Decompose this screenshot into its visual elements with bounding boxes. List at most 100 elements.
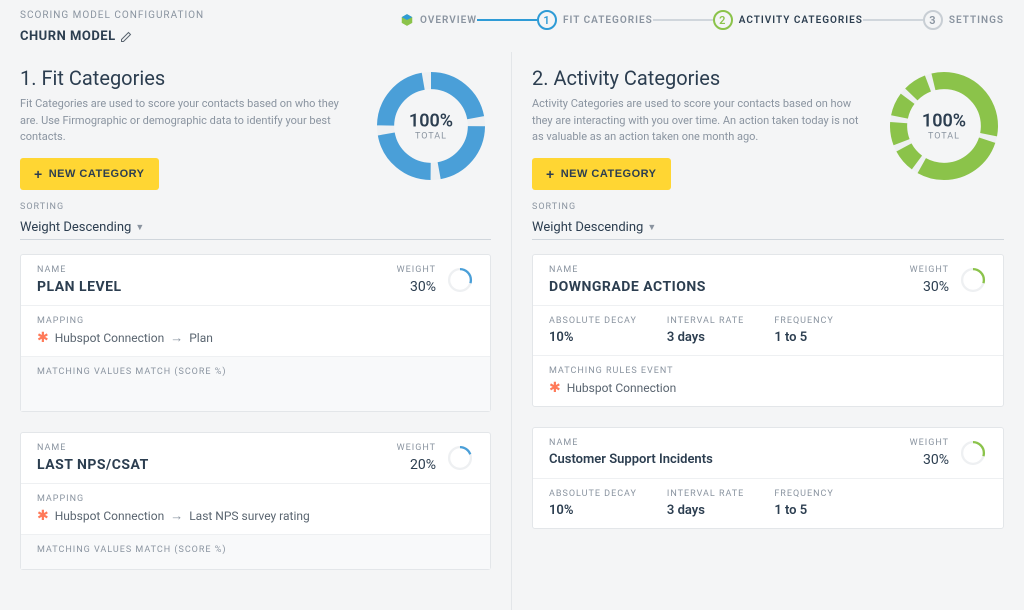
- edit-icon: [120, 31, 132, 43]
- frequency-label: FREQUENCY: [774, 316, 833, 326]
- plus-icon: +: [546, 166, 555, 182]
- mapping-target: Plan: [189, 331, 213, 345]
- decay-label: ABSOLUTE DECAY: [549, 316, 637, 326]
- decay-label: ABSOLUTE DECAY: [549, 489, 637, 499]
- name-label: NAME: [37, 265, 122, 275]
- interval-label: INTERVAL RATE: [667, 316, 744, 326]
- category-name: DOWNGRADE ACTIONS: [549, 279, 706, 295]
- step-connector: [863, 19, 923, 21]
- category-name: Customer Support Incidents: [549, 452, 713, 467]
- fit-donut-chart: 100% TOTAL: [371, 66, 491, 186]
- decay-value: 10%: [549, 503, 637, 518]
- step-label: FIT CATEGORIES: [563, 15, 653, 26]
- new-activity-category-button[interactable]: + NEW CATEGORY: [532, 158, 671, 190]
- interval-value: 3 days: [667, 503, 744, 518]
- step-fit[interactable]: 1 FIT CATEGORIES: [537, 10, 653, 30]
- weight-label: WEIGHT: [910, 265, 949, 275]
- mapping-target: Last NPS survey rating: [189, 509, 310, 523]
- frequency-value: 1 to 5: [774, 503, 833, 518]
- frequency-label: FREQUENCY: [774, 489, 833, 499]
- fit-description: Fit Categories are used to score your co…: [20, 96, 355, 146]
- button-label: NEW CATEGORY: [49, 168, 145, 180]
- weight-label: WEIGHT: [397, 443, 436, 453]
- hubspot-icon: ✱: [37, 508, 49, 524]
- step-number: 1: [537, 10, 557, 30]
- decay-metric: ABSOLUTE DECAY 10%: [549, 489, 637, 518]
- weight-gauge-icon: [446, 444, 474, 472]
- model-title[interactable]: CHURN MODEL: [20, 29, 132, 44]
- activity-sort-select[interactable]: Weight Descending ▼: [532, 220, 1004, 240]
- weight-label: WEIGHT: [910, 438, 949, 448]
- fit-title: 1. Fit Categories: [20, 66, 355, 90]
- activity-category-card: NAME Customer Support Incidents WEIGHT 3…: [532, 427, 1004, 529]
- step-connector: [477, 19, 537, 21]
- model-title-text: CHURN MODEL: [20, 29, 116, 44]
- weight-label: WEIGHT: [397, 265, 436, 275]
- donut-sublabel: TOTAL: [409, 132, 453, 142]
- arrow-right-icon: →: [170, 330, 183, 346]
- mapping-row: ✱ Hubspot Connection → Plan: [37, 330, 474, 346]
- fit-category-card: NAME PLAN LEVEL WEIGHT 30%: [20, 254, 491, 412]
- category-name: PLAN LEVEL: [37, 279, 122, 295]
- chevron-down-icon: ▼: [647, 222, 656, 233]
- interval-metric: INTERVAL RATE 3 days: [667, 316, 744, 345]
- interval-label: INTERVAL RATE: [667, 489, 744, 499]
- cube-icon: [400, 13, 414, 27]
- category-name: LAST NPS/CSAT: [37, 457, 149, 473]
- step-number: 2: [713, 10, 733, 30]
- matching-label: MATCHING VALUES MATCH (SCORE %): [37, 545, 474, 555]
- frequency-metric: FREQUENCY 1 to 5: [774, 316, 833, 345]
- interval-value: 3 days: [667, 330, 744, 345]
- frequency-value: 1 to 5: [774, 330, 833, 345]
- step-settings[interactable]: 3 SETTINGS: [923, 10, 1004, 30]
- progress-steps: OVERVIEW 1 FIT CATEGORIES 2 ACTIVITY CAT…: [400, 10, 1004, 30]
- sort-value: Weight Descending: [532, 220, 643, 235]
- new-fit-category-button[interactable]: + NEW CATEGORY: [20, 158, 159, 190]
- fit-category-card: NAME LAST NPS/CSAT WEIGHT 20%: [20, 432, 491, 570]
- step-number: 3: [923, 10, 943, 30]
- step-activity[interactable]: 2 ACTIVITY CATEGORIES: [713, 10, 863, 30]
- donut-percent: 100%: [922, 111, 966, 132]
- mapping-label: MAPPING: [37, 316, 474, 326]
- matching-label: MATCHING VALUES MATCH (SCORE %): [37, 367, 474, 377]
- weight-gauge-icon: [959, 266, 987, 294]
- mapping-label: MAPPING: [37, 494, 474, 504]
- hubspot-icon: ✱: [549, 380, 561, 396]
- weight-value: 30%: [910, 279, 949, 295]
- activity-panel: 2. Activity Categories Activity Categori…: [512, 52, 1024, 610]
- name-label: NAME: [549, 265, 706, 275]
- name-label: NAME: [549, 438, 713, 448]
- rules-label: MATCHING RULES EVENT: [549, 366, 987, 376]
- mapping-row: ✱ Hubspot Connection → Last NPS survey r…: [37, 508, 474, 524]
- weight-value: 30%: [910, 452, 949, 468]
- frequency-metric: FREQUENCY 1 to 5: [774, 489, 833, 518]
- hubspot-icon: ✱: [37, 330, 49, 346]
- donut-sublabel: TOTAL: [922, 132, 966, 142]
- fit-panel: 1. Fit Categories Fit Categories are use…: [0, 52, 512, 610]
- donut-percent: 100%: [409, 111, 453, 132]
- step-label: ACTIVITY CATEGORIES: [739, 15, 863, 26]
- sorting-label: SORTING: [20, 202, 491, 212]
- rules-row: ✱ Hubspot Connection: [549, 380, 987, 396]
- weight-gauge-icon: [959, 439, 987, 467]
- mapping-source: Hubspot Connection: [55, 331, 164, 345]
- activity-title: 2. Activity Categories: [532, 66, 868, 90]
- activity-category-card: NAME DOWNGRADE ACTIONS WEIGHT 30%: [532, 254, 1004, 407]
- rules-source: Hubspot Connection: [567, 381, 676, 395]
- weight-value: 30%: [397, 279, 436, 295]
- decay-metric: ABSOLUTE DECAY 10%: [549, 316, 637, 345]
- plus-icon: +: [34, 166, 43, 182]
- weight-value: 20%: [397, 457, 436, 473]
- chevron-down-icon: ▼: [135, 222, 144, 233]
- sorting-label: SORTING: [532, 202, 1004, 212]
- fit-sort-select[interactable]: Weight Descending ▼: [20, 220, 491, 240]
- page-header: SCORING MODEL CONFIGURATION CHURN MODEL …: [0, 0, 1024, 52]
- decay-value: 10%: [549, 330, 637, 345]
- step-overview[interactable]: OVERVIEW: [400, 13, 477, 27]
- interval-metric: INTERVAL RATE 3 days: [667, 489, 744, 518]
- arrow-right-icon: →: [170, 508, 183, 524]
- step-label: SETTINGS: [949, 15, 1004, 26]
- step-connector: [653, 19, 713, 21]
- main-content: 1. Fit Categories Fit Categories are use…: [0, 52, 1024, 610]
- sort-value: Weight Descending: [20, 220, 131, 235]
